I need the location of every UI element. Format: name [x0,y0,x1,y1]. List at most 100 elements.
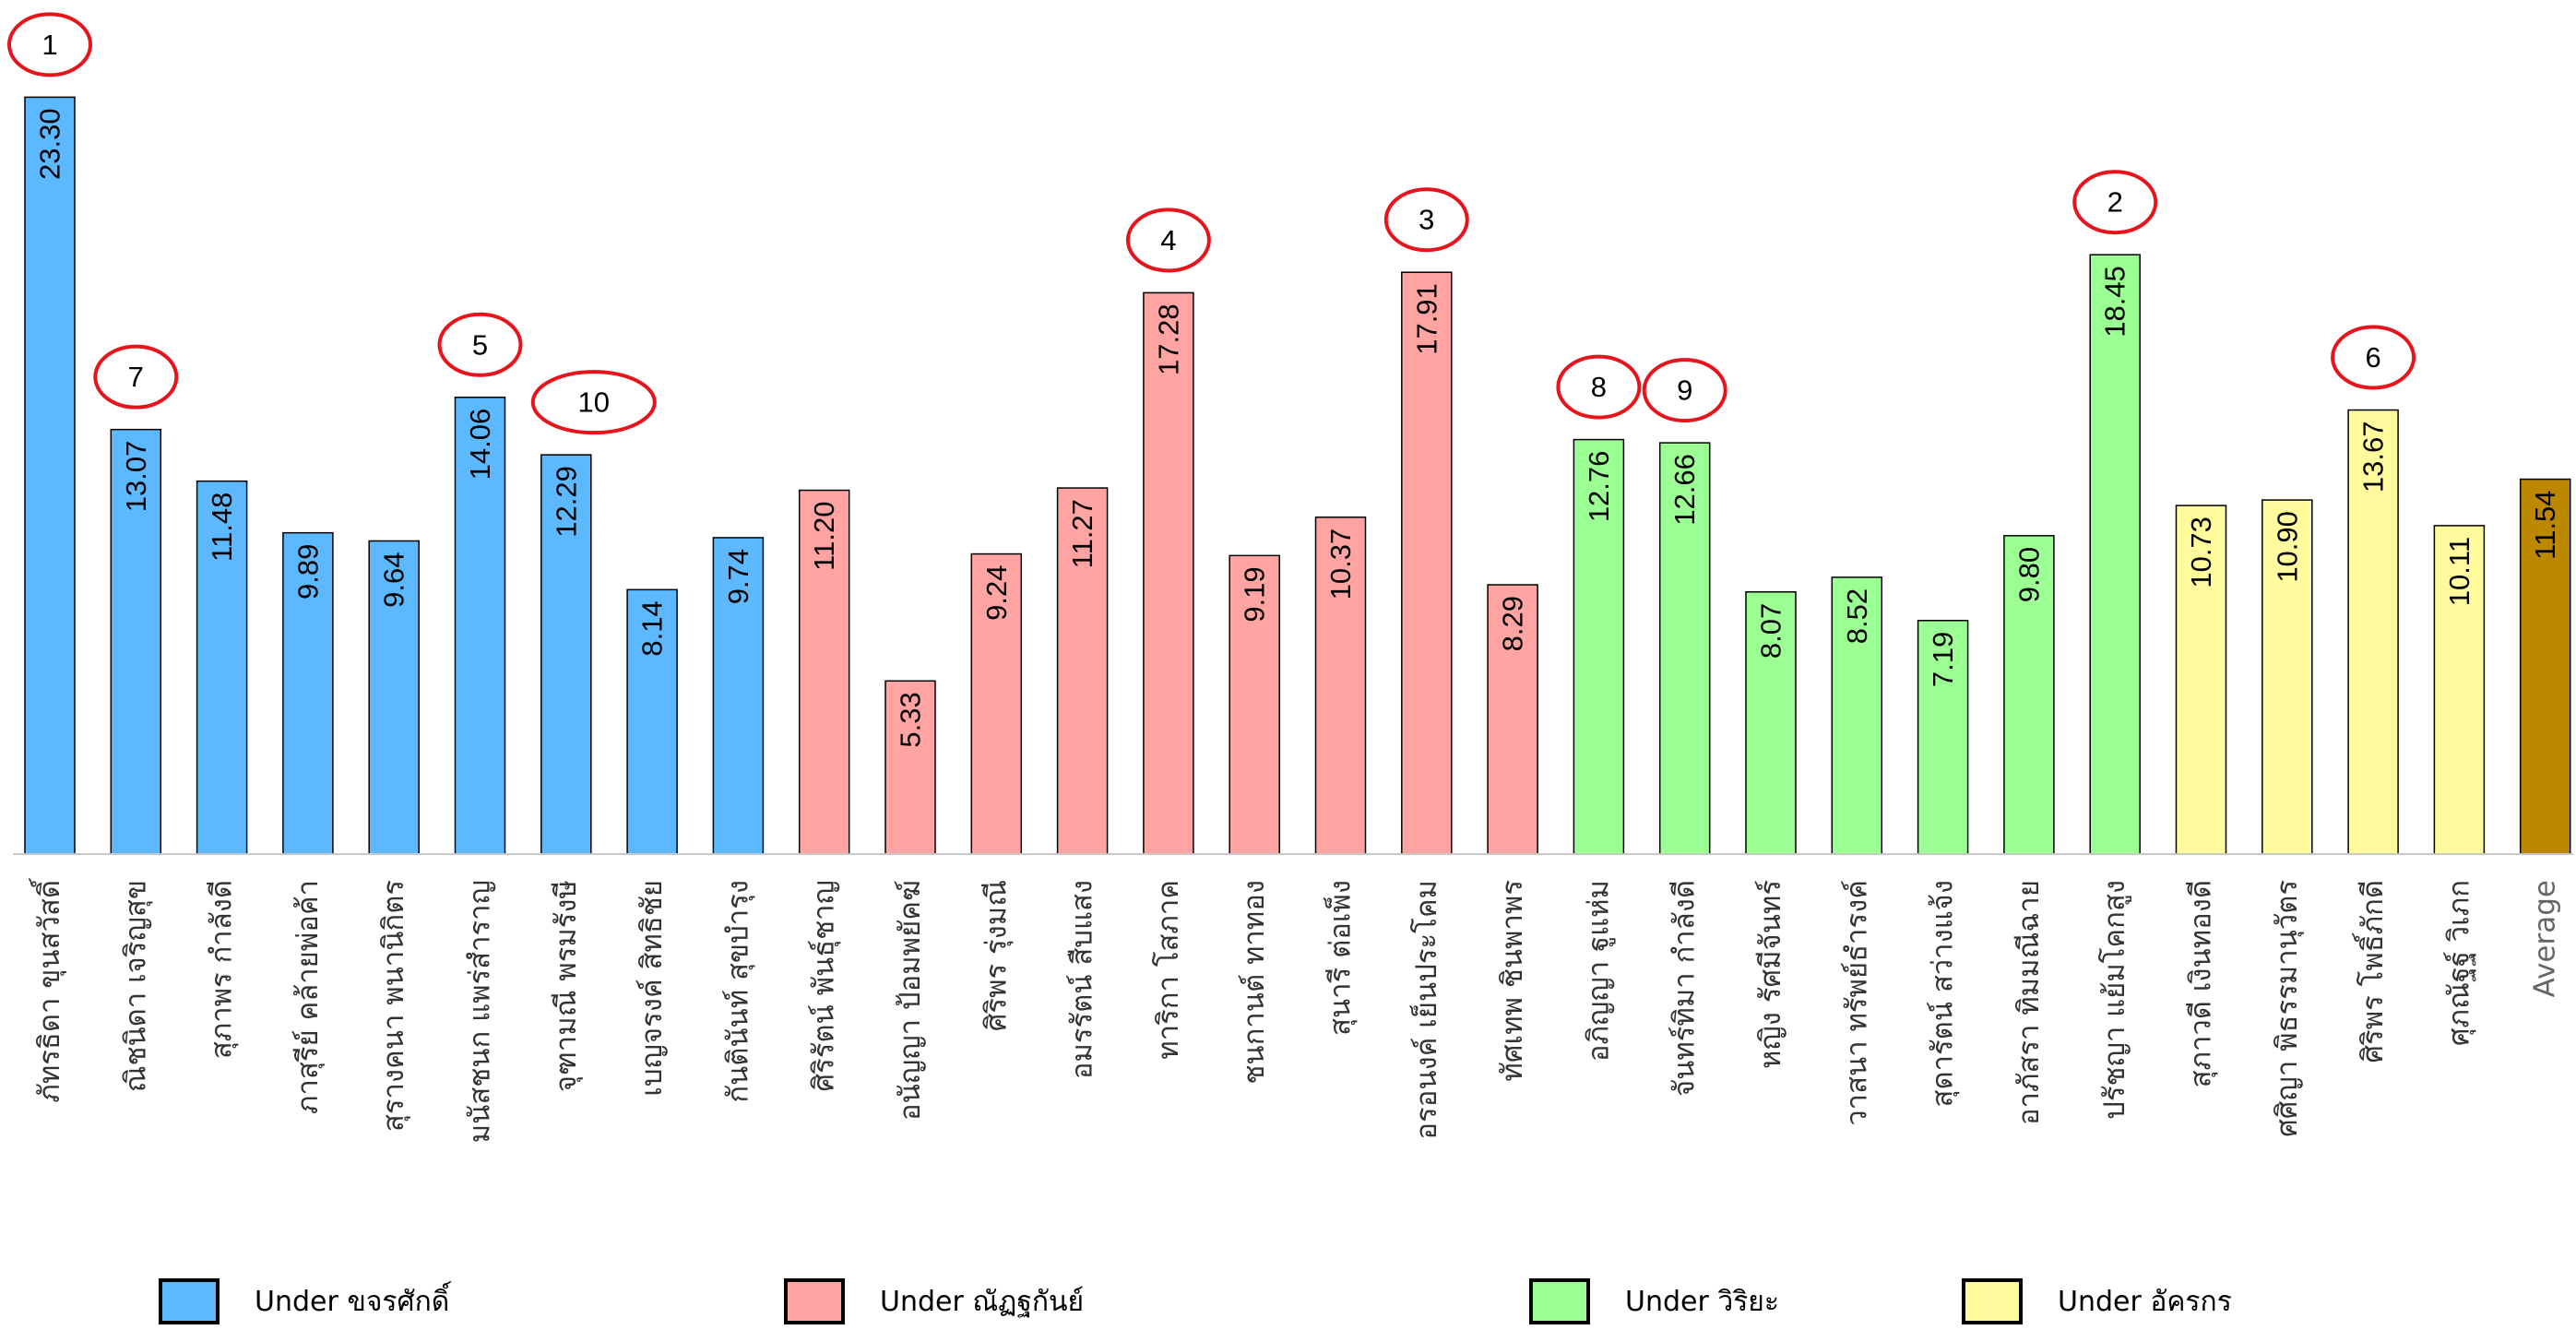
bar-value-label: 11.54 [2529,491,2561,560]
category-tick-label: ภาสุรีย์ คล้ายพ่อค้า [291,880,326,1114]
legend-swatch [784,1278,845,1324]
bar [2433,525,2486,855]
category-tick-label: ศิริพร รุ่งมณี [979,880,1014,1031]
bar-value-label: 10.11 [2443,537,2475,606]
legend-swatch [1962,1278,2023,1324]
category-tick-label: มนัสชนก แพร่สำราญ [464,880,497,1143]
rank-callout [1125,208,1211,273]
bar-value-label: 10.90 [2271,511,2303,583]
category-tick-label: ปรัชญา แย้มโคกสูง [2098,880,2131,1120]
legend-item-khajornsak: Under ขจรศักดิ์ [159,1278,449,1324]
rank-callout-label: 7 [128,361,144,393]
legend-label: Under ขจรศักดิ์ [255,1285,450,1318]
category-tick-label: สุนารี ต่อเพ็ง [1324,880,1359,1036]
bar-value-label: 7.19 [1927,632,1959,687]
legend-label: Under อัครกร [2058,1285,2232,1318]
category-tick-label: จุฑามณี พรมรังษี [550,880,584,1092]
category-tick-label: ศิริพร โพธิ์ภักดี [2351,880,2390,1063]
bar [1573,438,1625,855]
bar [1917,620,1969,855]
bar [2003,535,2055,855]
legend-swatch [1529,1278,1590,1324]
rank-callout-label: 10 [578,386,610,419]
bar-value-label: 9.89 [291,544,324,600]
bar-value-label: 12.76 [1583,451,1615,523]
legend-item-nattakan: Under ณัฏฐกันย์ [784,1278,1084,1324]
bar [2175,505,2227,855]
bar [2519,478,2571,855]
bar-value-label: 14.06 [464,409,496,481]
bar [1143,291,1194,855]
bar [282,531,334,855]
bar-value-label: 9.74 [722,549,754,604]
rank-callout-label: 3 [1419,204,1434,236]
legend-label: Under วิริยะ [1625,1285,1779,1318]
bar-value-label: 10.73 [2185,517,2217,588]
category-tick-label: จันทร์ทิมา กำลังดี [1668,880,1702,1097]
bar [2261,499,2313,855]
rank-callout-label: 4 [1160,224,1176,256]
category-tick-label: อาภัสรา ทิมมณีฉาย [2012,880,2046,1125]
bar-value-label: 8.29 [1497,596,1529,651]
category-tick-label: วาสนา ทรัพย์ธำรงค์ [1840,880,1873,1126]
category-tick-label: ชนกานต์ ทาทอง [1238,880,1271,1085]
bar [1314,517,1367,855]
bar [196,480,248,855]
category-tick-label: เบญจรงค์ สิทธิชัย [635,880,669,1097]
rank-callout [530,370,657,435]
category-tick-label: ณิชนิดา เจริญสุข [119,880,153,1092]
bar [368,540,420,855]
bar [540,454,592,855]
category-tick-label: สุรางคนา พนานิกิตร [377,880,411,1132]
bar [24,96,76,855]
category-tick-label: หญิง รัศมีจันทร์ [1754,880,1787,1069]
bar-value-label: 11.27 [1066,499,1098,568]
category-tick-label: ศุภณัฐฐ์ วิเภก [2442,880,2476,1046]
bar-value-label: 23.30 [34,108,66,180]
legend-item-wiriya: Under วิริยะ [1529,1278,1779,1324]
rank-callout-label: 9 [1677,374,1692,407]
bar-value-label: 17.91 [1410,283,1442,355]
bar-value-label: 9.80 [2012,547,2045,602]
bar-value-label: 8.07 [1755,603,1787,659]
bar [1831,576,1883,855]
legend-swatch [159,1278,220,1324]
rank-callout [7,12,92,77]
rank-callout-label: 1 [42,29,57,61]
rank-callout [1383,187,1469,253]
category-tick-label: Average [2529,880,2562,997]
bar [2089,254,2141,855]
bar-value-label: 13.67 [2357,422,2390,493]
category-tick-label: อมรรัตน์ สืบแสง [1066,880,1099,1079]
rank-callout [93,344,179,410]
bar-value-label: 11.48 [206,493,238,562]
legend-label: Under ณัฏฐกันย์ [880,1285,1085,1318]
bar [884,680,936,855]
rank-callout [2331,325,2416,390]
bar-value-label: 8.14 [636,600,669,656]
legend-item-akkarakorn: Under อัครกร [1962,1278,2232,1324]
category-tick-label: ศิริรัตน์ พันธุ์ชาญ [808,880,842,1092]
category-tick-label: อรอนงค์ เย็นประโคม [1409,880,1443,1140]
bar [2347,409,2399,855]
bar [1658,442,1711,855]
category-tick-label: สุภาพร กำลังดี [206,880,240,1059]
bar [1056,487,1109,855]
bar-value-label: 11.20 [808,502,840,571]
bar-value-label: 12.66 [1668,454,1701,526]
bar-value-label: 10.37 [1324,528,1357,600]
bar-value-label: 13.07 [120,441,152,513]
category-tick-label: อนัญญา ป้อมพยัคฆ์ [894,880,927,1121]
bar-value-label: 5.33 [895,692,927,747]
rank-callout-label: 2 [2107,186,2123,219]
rank-callout [2072,170,2158,235]
bar-value-label: 9.64 [378,552,410,607]
rank-callout-label: 6 [2365,341,2380,374]
rank-callout-label: 5 [472,328,488,361]
bar-value-label: 9.24 [980,565,1013,621]
category-tick-label: สุภาวดี เงินทองดี [2185,880,2219,1087]
bar-value-label: 9.19 [1239,566,1271,622]
category-tick-label: ทาริกา โสภาค [1152,880,1185,1060]
bar [970,552,1023,855]
